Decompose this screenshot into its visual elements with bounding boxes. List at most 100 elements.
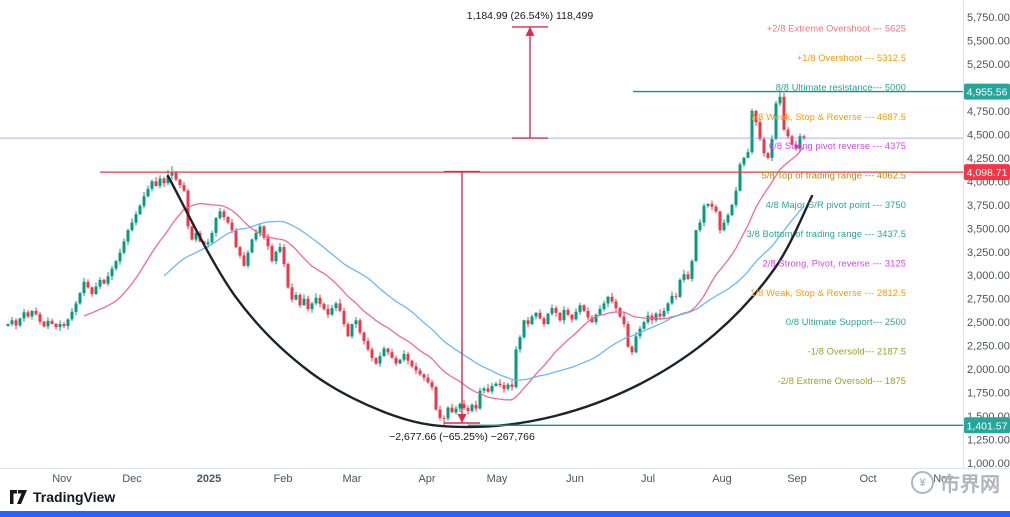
price-badge-value: 1,401.57 xyxy=(967,420,1008,432)
candle-body xyxy=(46,320,50,327)
murrey-level-label[interactable]: 2/8 Strong, Pivot, reverse --- 3125 xyxy=(762,259,906,269)
candle-body xyxy=(262,226,266,238)
candle-body xyxy=(774,103,778,140)
candle-body xyxy=(550,308,554,314)
candle-body xyxy=(778,96,782,104)
murrey-level-label[interactable]: 1/8 Weak, Stop & Reverse --- 2812.5 xyxy=(750,288,906,298)
murrey-level-label[interactable]: -2/8 Extreme Oversold--- 1875 xyxy=(778,376,906,386)
candle-body xyxy=(658,313,662,317)
candle-body xyxy=(166,175,170,184)
candle-body xyxy=(678,279,682,297)
candle-body xyxy=(590,317,594,323)
candle-body xyxy=(102,279,106,284)
candle-body xyxy=(390,352,394,358)
candle-body xyxy=(182,185,186,191)
murrey-level-label[interactable]: 0/8 Ultimate Support--- 2500 xyxy=(786,317,906,327)
candle-body xyxy=(374,357,378,364)
price-axis-label: 3,500.00 xyxy=(967,223,1010,235)
candle-body xyxy=(210,233,214,243)
candle-body xyxy=(26,312,30,317)
time-axis-label: Apr xyxy=(418,473,435,485)
price-badge: 1,401.57 xyxy=(964,417,1010,434)
candle-body xyxy=(110,268,114,277)
candle-body xyxy=(158,178,162,186)
arrowhead-icon xyxy=(525,26,535,36)
price-badge-value: 4,098.71 xyxy=(967,167,1008,179)
candle-body xyxy=(422,374,426,378)
candle-body xyxy=(538,312,542,319)
candle-body xyxy=(722,222,726,231)
candle-body xyxy=(170,172,174,176)
murrey-level-label[interactable]: -1/8 Oversold--- 2187.5 xyxy=(808,347,906,357)
price-axis-label: 2,750.00 xyxy=(967,294,1010,306)
price-axis-label: 3,250.00 xyxy=(967,247,1010,259)
candle-body xyxy=(246,252,250,266)
murrey-level-label[interactable]: 3/8 Bottom of trading range --- 3437.5 xyxy=(747,229,906,239)
candle-body xyxy=(642,322,646,329)
candle-body xyxy=(90,287,94,294)
candle-body xyxy=(406,354,410,361)
candle-body xyxy=(458,403,462,409)
candle-body xyxy=(706,203,710,206)
candle-body xyxy=(106,276,110,284)
ma-slow-line[interactable] xyxy=(163,205,805,381)
murrey-level-label[interactable]: +2/8 Extreme Overshoot --- 5625 xyxy=(767,24,906,34)
candle-body xyxy=(6,324,10,326)
time-axis-label: Aug xyxy=(712,473,732,485)
tradingview-logo-text: TradingView xyxy=(33,489,116,505)
lower-price-range[interactable]: −2,677.66 (−65.25%) −267,766 xyxy=(389,170,535,443)
upper-price-range[interactable]: 1,184.99 (26.54%) 118,499 xyxy=(467,10,594,139)
candle-body xyxy=(294,294,298,300)
candle-body xyxy=(646,315,650,323)
murrey-level-label[interactable]: 8/8 Ultimate resistance--- 5000 xyxy=(776,82,906,92)
candle-body xyxy=(206,242,210,245)
candle-body xyxy=(786,129,790,137)
candle-body xyxy=(386,348,390,353)
murrey-level-label[interactable]: 4/8 Major S/R pivot point --- 3750 xyxy=(766,200,906,210)
price-badge: 4,098.71 xyxy=(964,164,1010,181)
ma-fast-line[interactable] xyxy=(83,146,805,401)
candle-body xyxy=(70,311,74,320)
candle-body xyxy=(326,309,330,315)
candle-body xyxy=(162,178,166,184)
murrey-level-label[interactable]: 7/8 Weak, Stop & Reverse --- 4687.5 xyxy=(750,112,906,122)
lower-price-range-label: −2,677.66 (−65.25%) −267,766 xyxy=(389,431,535,443)
candle-body xyxy=(474,404,478,409)
candle-body xyxy=(570,314,574,320)
candle-body xyxy=(66,319,70,326)
time-axis-label: 2025 xyxy=(197,473,221,485)
candle-body xyxy=(634,336,638,353)
price-axis-label: 3,000.00 xyxy=(967,270,1010,282)
candle-body xyxy=(370,349,374,358)
candle-body xyxy=(506,384,510,389)
candle-body xyxy=(726,215,730,223)
candle-body xyxy=(234,230,238,248)
candle-body xyxy=(266,237,270,247)
candle-body xyxy=(122,241,126,253)
watermark-text: 市界网 xyxy=(940,474,1000,496)
candle-body xyxy=(78,293,82,304)
candle-body xyxy=(194,233,198,240)
candle-body xyxy=(586,310,590,318)
price-axis-label: 5,750.00 xyxy=(967,12,1010,24)
murrey-level-label[interactable]: 6/8 Strong pivot reverse --- 4375 xyxy=(769,141,906,151)
price-axis-label: 1,000.00 xyxy=(967,458,1010,470)
price-axis-label: 2,000.00 xyxy=(967,364,1010,376)
candle-body xyxy=(794,144,798,149)
time-axis-label: Oct xyxy=(859,473,876,485)
candle-body xyxy=(598,309,602,315)
time-axis-label: Jun xyxy=(566,473,584,485)
candle-body xyxy=(418,370,422,375)
murrey-level-label[interactable]: 5/8 Top of trading range --- 4062.5 xyxy=(762,171,906,181)
candle-body xyxy=(714,206,718,212)
candle-body xyxy=(58,324,62,328)
price-axis-label: 5,250.00 xyxy=(967,59,1010,71)
candle-body xyxy=(322,303,326,310)
murrey-level-label[interactable]: +1/8 Overshoot --- 5312.5 xyxy=(797,53,906,63)
candle-body xyxy=(438,409,442,418)
time-axis-label: Sep xyxy=(787,473,807,485)
candle-body xyxy=(434,387,438,410)
tradingview-logo[interactable]: TradingView xyxy=(10,489,115,505)
time-axis-label: Jul xyxy=(641,473,655,485)
candle-body xyxy=(382,348,386,356)
